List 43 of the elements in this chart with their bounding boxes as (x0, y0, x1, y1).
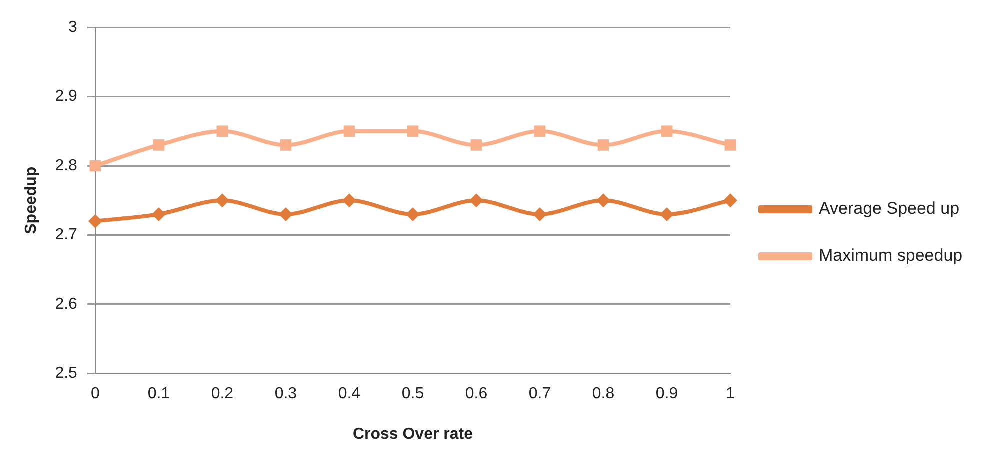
point (280, 140, 292, 151)
x-tick-label: 0.5 (402, 386, 424, 403)
y-tick-label: 2.8 (55, 157, 78, 174)
point (406, 207, 420, 222)
x-tick-label: 0.4 (338, 386, 361, 403)
x-tick-label: 0.7 (528, 386, 552, 403)
x-tick-label: 0.3 (274, 386, 298, 403)
x-tick-label: 0.9 (656, 386, 678, 403)
x-tick-label: 0.1 (148, 386, 170, 403)
point (534, 126, 546, 138)
y-tick-label: 3 (68, 19, 78, 36)
point (407, 126, 419, 138)
point (469, 194, 484, 208)
point (90, 160, 102, 172)
y-tick-label: 2.7 (55, 226, 78, 244)
x-tick-label: 1 (726, 386, 736, 403)
y-axis-title: Speedup (23, 166, 40, 234)
point (532, 207, 547, 222)
y-tick-label: 2.6 (55, 296, 78, 313)
point (278, 207, 293, 222)
point (88, 214, 102, 228)
y-tick-label: 2.5 (55, 365, 78, 382)
x-tick-label: 0 (90, 386, 100, 403)
point (724, 194, 738, 208)
point (596, 194, 610, 208)
y-tick-label: 2.9 (55, 88, 78, 106)
point (153, 140, 165, 151)
legend-label: Maximum speedup (819, 246, 963, 266)
point (152, 207, 166, 222)
point (598, 140, 610, 151)
x-tick-label: 0.2 (211, 386, 234, 403)
x-axis-title: Cross Over rate (352, 426, 474, 443)
point (216, 126, 228, 138)
point (342, 194, 356, 208)
point (724, 140, 736, 151)
legend-label: Average Speed up (819, 199, 960, 218)
point (470, 140, 482, 151)
point (215, 194, 230, 208)
x-tick-label: 0.8 (592, 386, 615, 403)
point (660, 207, 674, 222)
point (344, 126, 356, 138)
point (661, 126, 673, 138)
x-tick-label: 0.6 (465, 386, 488, 403)
